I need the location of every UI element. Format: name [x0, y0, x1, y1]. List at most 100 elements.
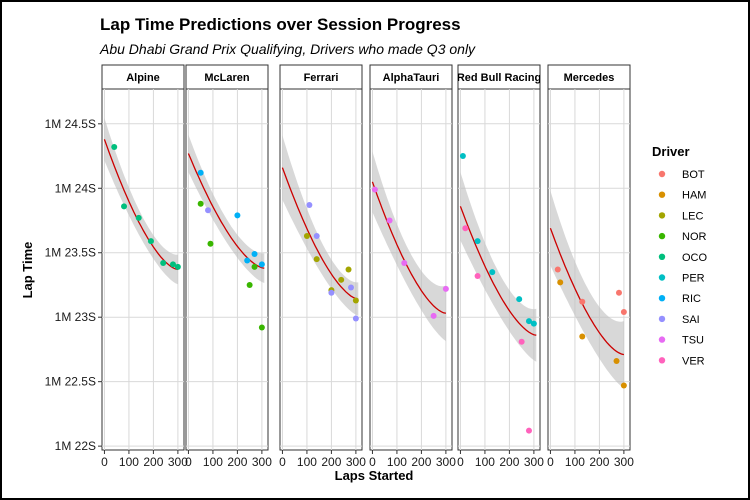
data-point-tsu — [401, 260, 408, 267]
x-tick-label: 200 — [499, 455, 519, 469]
confidence-ribbon — [372, 151, 446, 342]
data-point-oco — [147, 238, 154, 245]
y-tick-label: 1M 23.5S — [45, 246, 96, 260]
confidence-ribbon — [282, 135, 359, 316]
data-point-lec — [345, 266, 352, 273]
data-point-ric — [197, 169, 204, 176]
legend-label-per: PER — [682, 273, 705, 285]
data-point-lec — [352, 297, 359, 304]
y-tick-label: 1M 22S — [55, 439, 96, 453]
x-tick-label: 100 — [475, 455, 495, 469]
x-tick-label: 300 — [436, 455, 456, 469]
y-tick-label: 1M 22.5S — [45, 375, 96, 389]
legend-key-ham — [658, 191, 666, 198]
data-point-per — [489, 269, 496, 276]
legend: Driver BOT HAM LEC NOR OCO PER RIC SAI TSU VER — [652, 144, 708, 367]
legend-label-oco: OCO — [682, 252, 708, 264]
legend-key-ver — [658, 357, 666, 364]
facet-strip — [185, 64, 269, 90]
x-tick-label: 200 — [143, 455, 163, 469]
data-point-oco — [121, 203, 128, 210]
legend-label-ver: VER — [682, 355, 705, 367]
facet-strip-label: Ferrari — [304, 72, 339, 84]
facet-strip — [547, 64, 631, 90]
confidence-ribbon — [188, 134, 265, 283]
data-point-nor — [207, 240, 214, 247]
legend-key-lec — [658, 212, 666, 219]
confidence-ribbon — [460, 172, 537, 362]
legend-key-sai — [658, 315, 666, 323]
x-tick-label: 300 — [168, 455, 188, 469]
data-point-ham — [557, 279, 564, 286]
data-point-sai — [313, 232, 320, 239]
x-tick-label: 100 — [565, 455, 585, 469]
data-point-per — [530, 320, 537, 327]
data-point-oco — [111, 144, 118, 151]
data-point-ham — [620, 382, 627, 389]
data-point-nor — [258, 324, 265, 331]
x-tick-label: 200 — [411, 455, 431, 469]
facet-strip-label: AlphaTauri — [383, 72, 440, 84]
legend-label-sai: SAI — [682, 314, 700, 326]
legend-label-nor: NOR — [682, 231, 707, 243]
x-tick-label: 200 — [227, 455, 247, 469]
facet-panel-alpine: Alpine — [101, 64, 185, 451]
data-point-tsu — [386, 217, 393, 224]
facet-panel-alphatauri: AlphaTauri — [369, 64, 453, 451]
x-tick-label: 0 — [547, 455, 554, 469]
legend-label-ric: RIC — [682, 293, 701, 305]
y-tick-label: 1M 23S — [55, 310, 96, 324]
legend-key-nor — [658, 232, 666, 240]
legend-label-ham: HAM — [682, 190, 706, 202]
data-point-nor — [197, 200, 204, 207]
data-point-ver — [518, 338, 525, 345]
data-point-ver — [462, 225, 469, 232]
facet-strip-label: McLaren — [204, 72, 250, 84]
data-point-tsu — [430, 312, 437, 319]
chart-title: Lap Time Predictions over Session Progre… — [100, 15, 461, 34]
data-point-ver — [474, 272, 481, 279]
facet-panel-red-bull-racing: Red Bull Racing — [457, 64, 541, 451]
data-point-ham — [579, 333, 586, 340]
legend-label-bot: BOT — [682, 169, 705, 181]
data-point-per — [525, 318, 532, 325]
facet-panels: Alpine McLaren Ferrari AlphaTauri Red Bull R… — [101, 64, 631, 451]
fit-line — [371, 181, 447, 314]
data-point-ham — [613, 358, 620, 365]
data-point-ric — [234, 212, 241, 219]
data-point-bot — [554, 266, 561, 273]
facet-panel-ferrari: Ferrari — [279, 64, 363, 451]
data-point-sai — [205, 207, 212, 214]
data-point-nor — [251, 263, 258, 270]
data-point-oco — [174, 263, 181, 270]
data-point-bot — [579, 298, 586, 305]
legend-label-lec: LEC — [682, 210, 703, 222]
data-point-sai — [347, 284, 354, 291]
x-tick-label: 0 — [457, 455, 464, 469]
legend-key-ric — [658, 295, 666, 302]
x-tick-label: 100 — [297, 455, 317, 469]
data-point-lec — [338, 276, 345, 283]
data-point-oco — [169, 261, 176, 268]
data-point-sai — [328, 289, 335, 296]
data-point-lec — [303, 232, 310, 239]
legend-label-tsu: TSU — [682, 335, 704, 347]
panel-background — [457, 88, 541, 451]
y-axis-title: Lap Time — [20, 242, 35, 299]
data-point-ric — [251, 251, 258, 258]
x-tick-label: 100 — [119, 455, 139, 469]
data-point-oco — [135, 214, 142, 221]
facet-strip-label: Red Bull Racing — [457, 72, 541, 84]
x-tick-label: 0 — [101, 455, 108, 469]
facet-strip — [369, 64, 453, 90]
data-point-tsu — [371, 186, 378, 193]
x-tick-label: 300 — [346, 455, 366, 469]
x-tick-label: 0 — [185, 455, 192, 469]
data-point-per — [459, 153, 466, 160]
fit-line — [459, 206, 537, 336]
legend-key-tsu — [658, 336, 666, 343]
data-point-ver — [525, 427, 532, 434]
fit-line — [187, 153, 265, 269]
